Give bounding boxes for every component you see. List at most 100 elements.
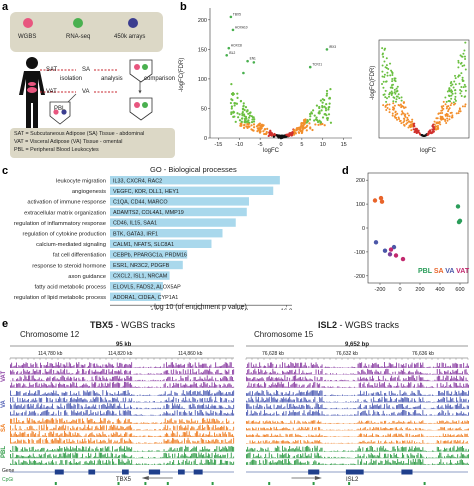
methylation-bar	[420, 377, 421, 382]
methylation-bar	[146, 451, 148, 452]
methylation-bar	[209, 418, 211, 424]
methylation-bar	[384, 393, 385, 396]
methylation-bar	[301, 379, 303, 382]
inset-point	[433, 125, 436, 128]
methylation-bar	[301, 362, 303, 368]
methylation-bar	[205, 404, 207, 410]
methylation-bar	[125, 410, 127, 416]
methylation-bar	[312, 379, 313, 382]
methylation-bar	[260, 393, 262, 396]
volcano-gene-label: EN1	[250, 57, 256, 61]
methylation-bar	[397, 377, 399, 382]
methylation-bar	[214, 419, 215, 424]
methylation-bar	[194, 362, 196, 368]
methylation-bar	[37, 457, 39, 459]
methylation-bar	[130, 370, 131, 375]
methylation-bar	[208, 391, 209, 396]
methylation-bar	[101, 441, 103, 444]
methylation-bar	[216, 366, 218, 368]
methylation-bar	[77, 426, 79, 431]
methylation-bar	[34, 460, 35, 465]
go-gene-list: IL33, CXCR4, RAC2	[113, 178, 162, 184]
inset-point	[451, 115, 454, 118]
volcano-point	[252, 123, 256, 126]
methylation-bar	[362, 393, 364, 396]
methylation-bar	[384, 362, 385, 368]
methylation-bar	[50, 368, 52, 375]
methylation-bar	[107, 401, 109, 403]
methylation-bar	[40, 394, 41, 396]
methylation-bar	[149, 373, 151, 375]
methylation-bar	[249, 377, 251, 382]
methylation-bar	[185, 432, 187, 437]
methylation-bar	[108, 438, 110, 444]
methylation-bar	[276, 399, 277, 403]
methylation-bar	[89, 455, 91, 459]
methylation-bar	[253, 383, 255, 388]
methylation-bar	[162, 429, 164, 431]
methylation-bar	[19, 405, 21, 410]
methylation-bar	[115, 407, 117, 410]
methylation-bar	[118, 428, 119, 431]
methylation-bar	[218, 373, 220, 375]
methylation-bar	[84, 424, 86, 431]
inset-point	[442, 105, 445, 108]
methylation-bar	[158, 435, 160, 437]
methylation-bar	[152, 379, 154, 382]
volcano-point	[321, 101, 324, 104]
methylation-bar	[193, 427, 195, 431]
methylation-bar	[55, 383, 57, 388]
methylation-bar	[74, 404, 76, 410]
methylation-bar	[252, 378, 253, 382]
methylation-bar	[23, 400, 25, 403]
methylation-bar	[169, 413, 171, 416]
methylation-bar	[28, 433, 29, 437]
methylation-bar	[139, 442, 141, 444]
methylation-bar	[146, 408, 148, 410]
legend-va: VA	[445, 268, 455, 275]
methylation-bar	[264, 400, 265, 403]
methylation-bar	[298, 377, 300, 382]
methylation-bar	[259, 372, 261, 375]
methylation-bar	[22, 364, 23, 368]
methylation-bar	[122, 385, 124, 388]
methylation-bar	[194, 447, 196, 452]
methylation-bar	[320, 376, 322, 382]
volcano-gene-label: HOXC8	[231, 44, 242, 48]
methylation-bar	[84, 449, 86, 452]
methylation-bar	[223, 447, 225, 452]
methylation-bar	[104, 440, 106, 444]
methylation-bar	[307, 373, 309, 375]
methylation-bar	[278, 394, 280, 396]
methylation-bar	[331, 380, 333, 382]
inset-point	[435, 121, 438, 124]
methylation-bar	[284, 386, 286, 388]
methylation-bar	[378, 398, 379, 403]
methylation-bar	[112, 394, 113, 396]
methylation-bar	[28, 429, 29, 431]
methylation-bar	[54, 366, 56, 368]
pca-xtick-label: 200	[415, 287, 424, 293]
methylation-bar	[53, 419, 55, 424]
methylation-bar	[18, 420, 20, 424]
methylation-bar	[139, 407, 141, 410]
methylation-bar	[100, 425, 101, 431]
methylation-bar	[272, 368, 274, 375]
inset-frame	[378, 39, 470, 139]
methylation-bar	[202, 363, 203, 368]
methylation-bar	[103, 454, 105, 459]
methylation-bar	[197, 464, 199, 465]
methylation-bar	[12, 397, 14, 403]
methylation-bar	[88, 406, 89, 410]
methylation-bar	[324, 401, 325, 403]
methylation-bar	[284, 362, 286, 368]
methylation-bar	[215, 362, 217, 368]
methylation-bar	[450, 397, 451, 403]
methylation-bar	[226, 426, 227, 431]
inset-point	[400, 122, 403, 125]
methylation-bar	[53, 366, 55, 368]
methylation-bar	[58, 394, 59, 396]
methylation-bar	[32, 369, 34, 375]
methylation-bar	[427, 401, 429, 403]
inset-point	[386, 107, 389, 110]
